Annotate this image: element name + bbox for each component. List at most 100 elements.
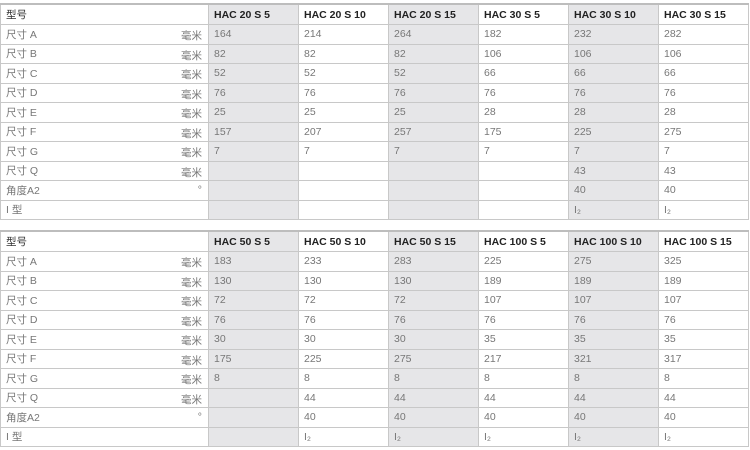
row-unit: 毫米 [181,276,202,289]
table-row: 尺寸 E 毫米 25 25 25 28 28 28 [0,102,749,123]
value-cell: 7 [388,141,479,162]
row-unit: ° [197,184,202,196]
value-cell: 66 [568,63,659,84]
value-cell: 225 [478,251,569,272]
value-cell: 40 [388,407,479,428]
value-cell: 175 [478,121,569,142]
table-row: 尺寸 C 毫米 52 52 52 66 66 66 [0,63,749,84]
value-cell: 82 [388,43,479,64]
value-cell: 40 [478,407,569,428]
value-cell: 8 [388,368,479,389]
value-cell [388,199,479,220]
value-cell [388,180,479,201]
value-cell: 225 [298,348,389,369]
value-cell: 52 [208,63,299,84]
row-label-cell: 尺寸 C 毫米 [0,290,209,311]
row-label: 尺寸 A [6,28,37,41]
value-cell: 76 [208,309,299,330]
value-cell: 82 [298,43,389,64]
value-cell: 175 [208,348,299,369]
value-cell: 52 [388,63,479,84]
value-cell: 182 [478,24,569,45]
value-cell: 40 [658,407,749,428]
table-row: 尺寸 G 毫米 8 8 8 8 8 8 [0,368,749,389]
row-label: I 型 [6,204,23,217]
value-cell: 76 [208,82,299,103]
row-unit: 毫米 [181,374,202,386]
table-row: 尺寸 Q 毫米 43 43 [0,160,749,181]
value-cell [208,199,299,220]
value-cell: 30 [388,329,479,350]
value-cell: 76 [298,82,389,103]
table-row: 角度A2 ° 40 40 40 40 40 [0,407,749,428]
row-label-cell: I 型 [0,426,209,447]
value-cell: 8 [208,368,299,389]
row-label: 尺寸 Q [6,165,39,178]
row-label-cell: 角度A2 ° [0,180,209,201]
row-label: 尺寸 A [6,255,37,268]
row-label-cell: 尺寸 B 毫米 [0,43,209,64]
value-cell: 44 [478,387,569,408]
value-cell: 107 [478,290,569,311]
table-row: 尺寸 D 毫米 76 76 76 76 76 76 [0,309,749,330]
row-label: 尺寸 D [6,87,38,100]
row-unit: 毫米 [181,315,202,328]
row-label: 尺寸 B [6,275,37,288]
table-row: 尺寸 B 毫米 130 130 130 189 189 189 [0,270,749,291]
value-cell: 30 [208,329,299,350]
value-cell: 8 [658,368,749,389]
value-cell: 275 [568,251,659,272]
model-header: HAC 100 S 5 [478,230,569,252]
row-unit: 毫米 [181,257,202,269]
table-row: 角度A2 ° 40 40 [0,180,749,201]
table-row: 尺寸 A 毫米 183 233 283 225 275 325 [0,251,749,272]
row-label-cell: I 型 [0,199,209,220]
table-row: 尺寸 F 毫米 175 225 275 217 321 317 [0,348,749,369]
row-unit: 毫米 [181,49,202,62]
value-cell [388,160,479,181]
table-row: 尺寸 D 毫米 76 76 76 76 76 76 [0,82,749,103]
value-cell: 7 [658,141,749,162]
header-row: 型号 HAC 20 S 5 HAC 20 S 10 HAC 20 S 15 HAC 30… [0,3,749,25]
row-unit: 毫米 [181,147,202,159]
value-cell: 43 [568,160,659,181]
row-label: 尺寸 C [6,294,38,307]
value-cell: 8 [478,368,569,389]
value-cell: 25 [388,102,479,123]
value-cell: 76 [298,309,389,330]
row-unit: 毫米 [181,88,202,101]
row-label-cell: 尺寸 G 毫米 [0,141,209,162]
row-label-cell: 尺寸 G 毫米 [0,368,209,389]
row-label-cell: 尺寸 F 毫米 [0,121,209,142]
value-cell [208,407,299,428]
value-cell: 72 [388,290,479,311]
row-unit: 毫米 [181,354,202,367]
value-cell: 43 [658,160,749,181]
model-header: HAC 30 S 15 [658,3,749,25]
model-header: HAC 50 S 5 [208,230,299,252]
value-cell: 76 [388,309,479,330]
table-row: 尺寸 F 毫米 157 207 257 175 225 275 [0,121,749,142]
value-cell: 30 [298,329,389,350]
value-cell: 76 [658,82,749,103]
value-cell: 321 [568,348,659,369]
model-header: HAC 20 S 5 [208,3,299,25]
value-cell: 130 [208,270,299,291]
value-cell: 44 [298,387,389,408]
value-cell: I₂ [568,199,659,220]
value-cell: 217 [478,348,569,369]
value-cell: 7 [478,141,569,162]
value-cell: 106 [568,43,659,64]
table-row: 尺寸 C 毫米 72 72 72 107 107 107 [0,290,749,311]
header-row: 型号 HAC 50 S 5 HAC 50 S 10 HAC 50 S 15 HAC 10… [0,230,749,252]
model-header: HAC 50 S 15 [388,230,479,252]
value-cell: 157 [208,121,299,142]
model-header: HAC 100 S 15 [658,230,749,252]
value-cell: 257 [388,121,479,142]
value-cell: 28 [658,102,749,123]
value-cell: 72 [208,290,299,311]
value-cell: I₂ [298,426,389,447]
value-cell: 183 [208,251,299,272]
value-cell [478,160,569,181]
spec-table-hac-50-100: 型号 HAC 50 S 5 HAC 50 S 10 HAC 50 S 15 HAC 10… [0,230,749,447]
